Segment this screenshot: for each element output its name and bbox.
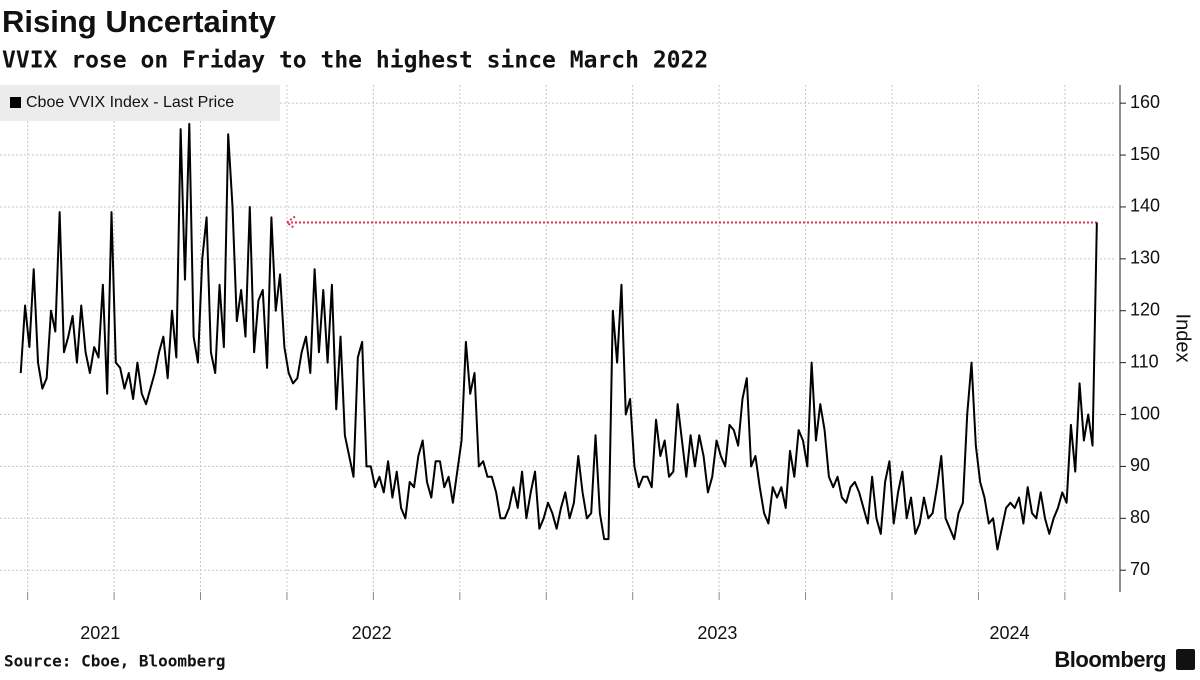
legend-swatch [10, 97, 21, 108]
y-tick-label: 140 [1130, 196, 1160, 216]
brand: Bloomberg [1054, 647, 1166, 672]
brand-icon [1176, 649, 1195, 670]
series-line [19, 122, 1098, 551]
y-tick-label: 70 [1130, 559, 1150, 579]
x-tick-label: 2021 [80, 623, 120, 643]
y-tick-label: 110 [1130, 351, 1159, 371]
y-tick-label: 120 [1130, 299, 1160, 319]
y-tick-label: 150 [1130, 144, 1160, 164]
y-tick-label: 130 [1130, 248, 1160, 268]
x-tick-label: 2023 [697, 623, 737, 643]
chart-subtitle: VVIX rose on Friday to the highest since… [2, 48, 708, 74]
x-tick-label: 2024 [990, 623, 1030, 643]
legend-box [0, 85, 280, 121]
x-tick-label: 2022 [352, 623, 392, 643]
source-note: Source: Cboe, Bloomberg [4, 652, 226, 671]
legend-label: Cboe VVIX Index - Last Price [26, 94, 234, 111]
y-tick-label: 160 [1130, 92, 1160, 112]
y-tick-label: 90 [1130, 455, 1150, 475]
reference-arrowhead [285, 215, 296, 230]
y-tick-label: 100 [1130, 403, 1160, 423]
y-tick-label: 80 [1130, 507, 1150, 527]
chart-title: Rising Uncertainty [2, 4, 277, 39]
y-axis-label: Index [1172, 314, 1194, 363]
